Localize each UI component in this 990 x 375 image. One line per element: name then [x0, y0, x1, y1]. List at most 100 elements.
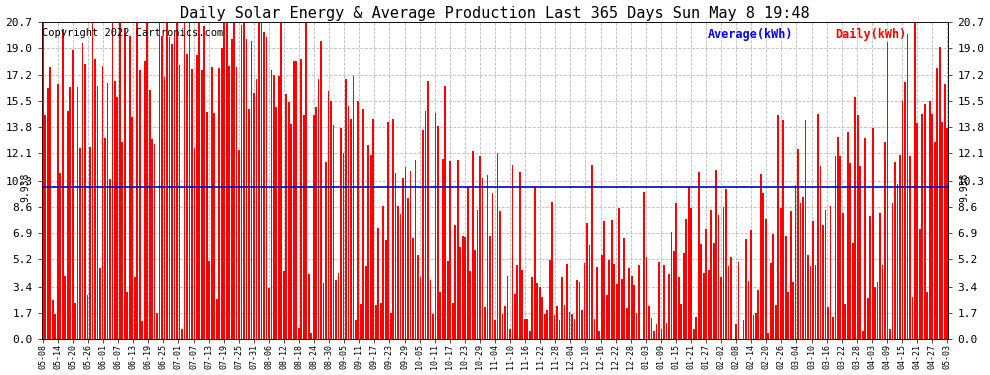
Bar [591, 165, 593, 339]
Bar [454, 225, 456, 339]
Bar [402, 178, 404, 339]
Bar [542, 297, 544, 339]
Bar [609, 260, 610, 339]
Bar [432, 314, 434, 339]
Bar [308, 274, 310, 339]
Bar [534, 187, 536, 339]
Bar [355, 320, 356, 339]
Bar [624, 238, 625, 339]
Bar [650, 318, 652, 339]
Bar [325, 162, 327, 339]
Bar [92, 22, 93, 339]
Bar [685, 219, 687, 339]
Bar [862, 331, 863, 339]
Bar [578, 282, 580, 339]
Bar [775, 305, 776, 339]
Bar [912, 297, 913, 339]
Bar [556, 306, 558, 339]
Bar [449, 161, 451, 339]
Bar [482, 178, 483, 339]
Bar [367, 145, 369, 339]
Bar [417, 255, 419, 339]
Bar [588, 244, 590, 339]
Bar [435, 112, 437, 339]
Bar [849, 163, 851, 339]
Bar [825, 210, 827, 339]
Bar [42, 22, 44, 339]
Bar [69, 87, 71, 339]
Bar [658, 262, 660, 339]
Bar [683, 253, 685, 339]
Bar [186, 54, 188, 339]
Bar [558, 320, 560, 339]
Bar [224, 22, 225, 339]
Bar [787, 292, 789, 339]
Bar [902, 102, 903, 339]
Bar [97, 86, 98, 339]
Bar [132, 117, 133, 339]
Bar [102, 66, 103, 339]
Bar [770, 263, 771, 339]
Bar [446, 261, 448, 339]
Bar [573, 320, 575, 339]
Bar [255, 79, 257, 339]
Bar [731, 257, 732, 339]
Bar [937, 68, 939, 339]
Bar [244, 22, 245, 339]
Bar [864, 138, 866, 339]
Bar [805, 120, 807, 339]
Text: 9.938: 9.938 [959, 172, 969, 202]
Bar [253, 93, 254, 339]
Bar [553, 315, 555, 339]
Bar [668, 274, 670, 339]
Bar [328, 91, 330, 339]
Bar [372, 119, 374, 339]
Bar [427, 81, 429, 339]
Bar [109, 179, 111, 339]
Bar [47, 88, 49, 339]
Bar [502, 314, 503, 339]
Bar [84, 64, 86, 339]
Bar [477, 210, 478, 339]
Bar [94, 58, 96, 339]
Bar [537, 283, 539, 339]
Bar [415, 160, 417, 339]
Bar [817, 114, 819, 339]
Bar [626, 308, 628, 339]
Bar [827, 308, 829, 339]
Bar [634, 285, 635, 339]
Bar [193, 148, 195, 339]
Bar [171, 44, 173, 339]
Bar [420, 277, 422, 339]
Bar [489, 236, 491, 339]
Bar [946, 128, 948, 339]
Bar [422, 130, 424, 339]
Bar [527, 320, 529, 339]
Bar [283, 271, 285, 339]
Bar [117, 97, 118, 339]
Bar [736, 324, 737, 339]
Text: Average(kWh): Average(kWh) [708, 28, 794, 41]
Bar [854, 97, 856, 339]
Bar [305, 22, 307, 339]
Bar [51, 300, 53, 339]
Bar [168, 37, 170, 339]
Bar [932, 114, 934, 339]
Bar [234, 22, 235, 339]
Bar [89, 147, 91, 339]
Bar [258, 22, 259, 339]
Bar [50, 68, 51, 339]
Bar [840, 156, 842, 339]
Bar [943, 84, 945, 339]
Bar [762, 193, 764, 339]
Bar [295, 62, 297, 339]
Bar [606, 295, 608, 339]
Bar [451, 303, 453, 339]
Bar [507, 276, 508, 339]
Bar [519, 172, 521, 339]
Bar [148, 90, 150, 339]
Bar [74, 303, 76, 339]
Bar [621, 279, 623, 339]
Bar [601, 255, 603, 339]
Bar [919, 230, 921, 339]
